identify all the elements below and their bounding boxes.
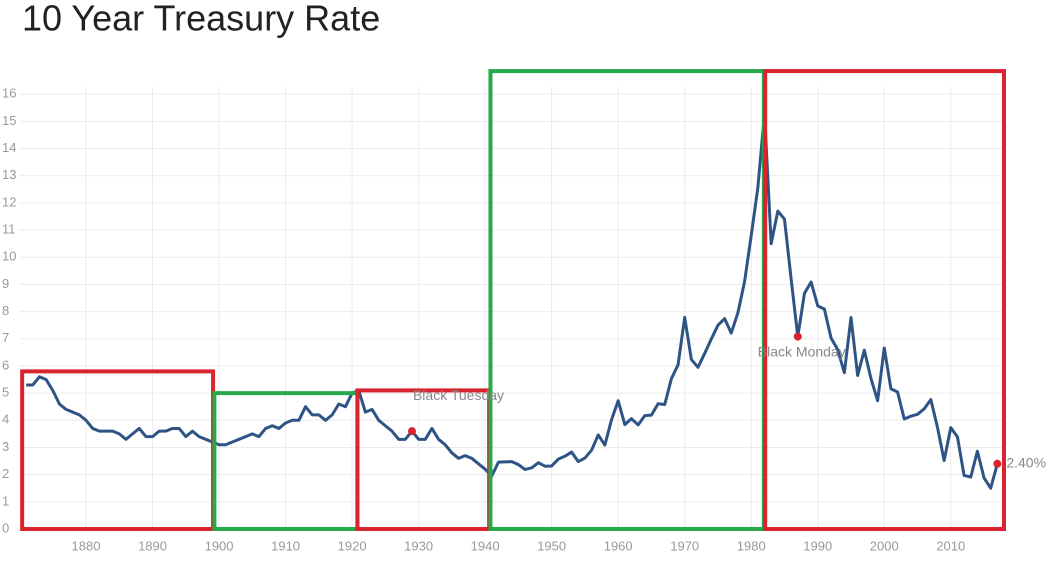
y-tick-label: 0 — [2, 520, 9, 535]
x-tick-label: 1980 — [737, 538, 766, 553]
y-tick-label: 15 — [2, 113, 16, 128]
y-tick-label: 4 — [2, 412, 9, 427]
x-tick-label: 2010 — [936, 538, 965, 553]
y-tick-label: 11 — [2, 221, 16, 236]
y-tick-label: 10 — [2, 249, 16, 264]
annotation-point — [407, 427, 416, 436]
annotation-label: Black Tuesday — [413, 387, 504, 403]
y-tick-label: 3 — [2, 439, 9, 454]
annotation-label: Black Monday — [758, 343, 846, 359]
y-tick-label: 14 — [2, 140, 16, 155]
x-tick-label: 1960 — [604, 538, 633, 553]
x-tick-label: 1940 — [471, 538, 500, 553]
y-tick-label: 13 — [2, 167, 16, 182]
y-tick-label: 6 — [2, 357, 9, 372]
x-tick-label: 1990 — [803, 538, 832, 553]
x-tick-label: 1970 — [670, 538, 699, 553]
region-box — [763, 69, 1006, 531]
chart-title: 10 Year Treasury Rate — [22, 0, 380, 39]
y-tick-label: 5 — [2, 385, 9, 400]
y-tick-label: 16 — [2, 86, 16, 101]
x-tick-label: 1900 — [205, 538, 234, 553]
y-tick-label: 12 — [2, 194, 16, 209]
y-tick-label: 1 — [2, 493, 9, 508]
region-box — [488, 69, 766, 531]
region-box — [355, 388, 492, 531]
annotation-point — [793, 332, 802, 341]
annotation-point — [993, 459, 1002, 468]
region-box — [20, 369, 216, 531]
y-tick-label: 7 — [2, 330, 9, 345]
x-tick-label: 1880 — [72, 538, 101, 553]
x-tick-label: 1910 — [271, 538, 300, 553]
x-tick-label: 1930 — [404, 538, 433, 553]
x-tick-label: 2000 — [870, 538, 899, 553]
x-tick-label: 1920 — [338, 538, 367, 553]
x-tick-label: 1890 — [138, 538, 167, 553]
y-tick-label: 2 — [2, 466, 9, 481]
line-series — [26, 111, 999, 490]
annotation-label: 2.40% — [1006, 454, 1046, 470]
y-tick-label: 9 — [2, 276, 9, 291]
x-tick-label: 1950 — [537, 538, 566, 553]
y-tick-label: 8 — [2, 303, 9, 318]
